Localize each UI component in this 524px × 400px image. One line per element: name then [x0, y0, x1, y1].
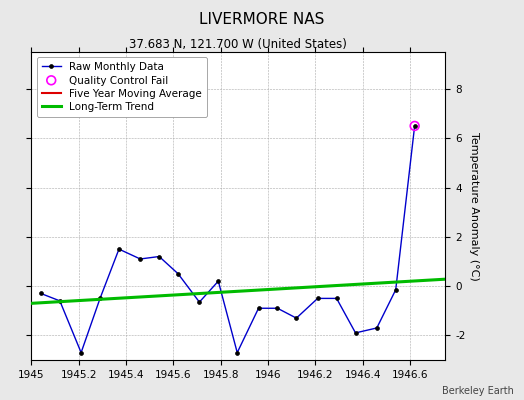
Quality Control Fail: [410, 123, 419, 129]
Legend: Raw Monthly Data, Quality Control Fail, Five Year Moving Average, Long-Term Tren: Raw Monthly Data, Quality Control Fail, …: [37, 57, 207, 117]
Text: Berkeley Earth: Berkeley Earth: [442, 386, 514, 396]
Raw Monthly Data: [116, 247, 122, 252]
Line: Raw Monthly Data: Raw Monthly Data: [39, 124, 417, 354]
Raw Monthly Data: [411, 124, 418, 128]
Raw Monthly Data: [57, 298, 63, 303]
Raw Monthly Data: [196, 300, 203, 304]
Raw Monthly Data: [38, 291, 44, 296]
Raw Monthly Data: [293, 316, 300, 320]
Raw Monthly Data: [333, 296, 340, 301]
Raw Monthly Data: [234, 350, 241, 355]
Raw Monthly Data: [374, 326, 380, 330]
Raw Monthly Data: [97, 296, 103, 301]
Text: LIVERMORE NAS: LIVERMORE NAS: [199, 12, 325, 27]
Y-axis label: Temperature Anomaly (°C): Temperature Anomaly (°C): [470, 132, 479, 280]
Raw Monthly Data: [314, 296, 321, 301]
Raw Monthly Data: [215, 279, 222, 284]
Raw Monthly Data: [156, 254, 162, 259]
Raw Monthly Data: [78, 350, 84, 355]
Raw Monthly Data: [137, 256, 144, 261]
Raw Monthly Data: [392, 287, 399, 292]
Raw Monthly Data: [274, 306, 280, 311]
Raw Monthly Data: [175, 271, 181, 276]
Title: 37.683 N, 121.700 W (United States): 37.683 N, 121.700 W (United States): [129, 38, 347, 51]
Raw Monthly Data: [352, 330, 358, 335]
Raw Monthly Data: [255, 306, 261, 311]
